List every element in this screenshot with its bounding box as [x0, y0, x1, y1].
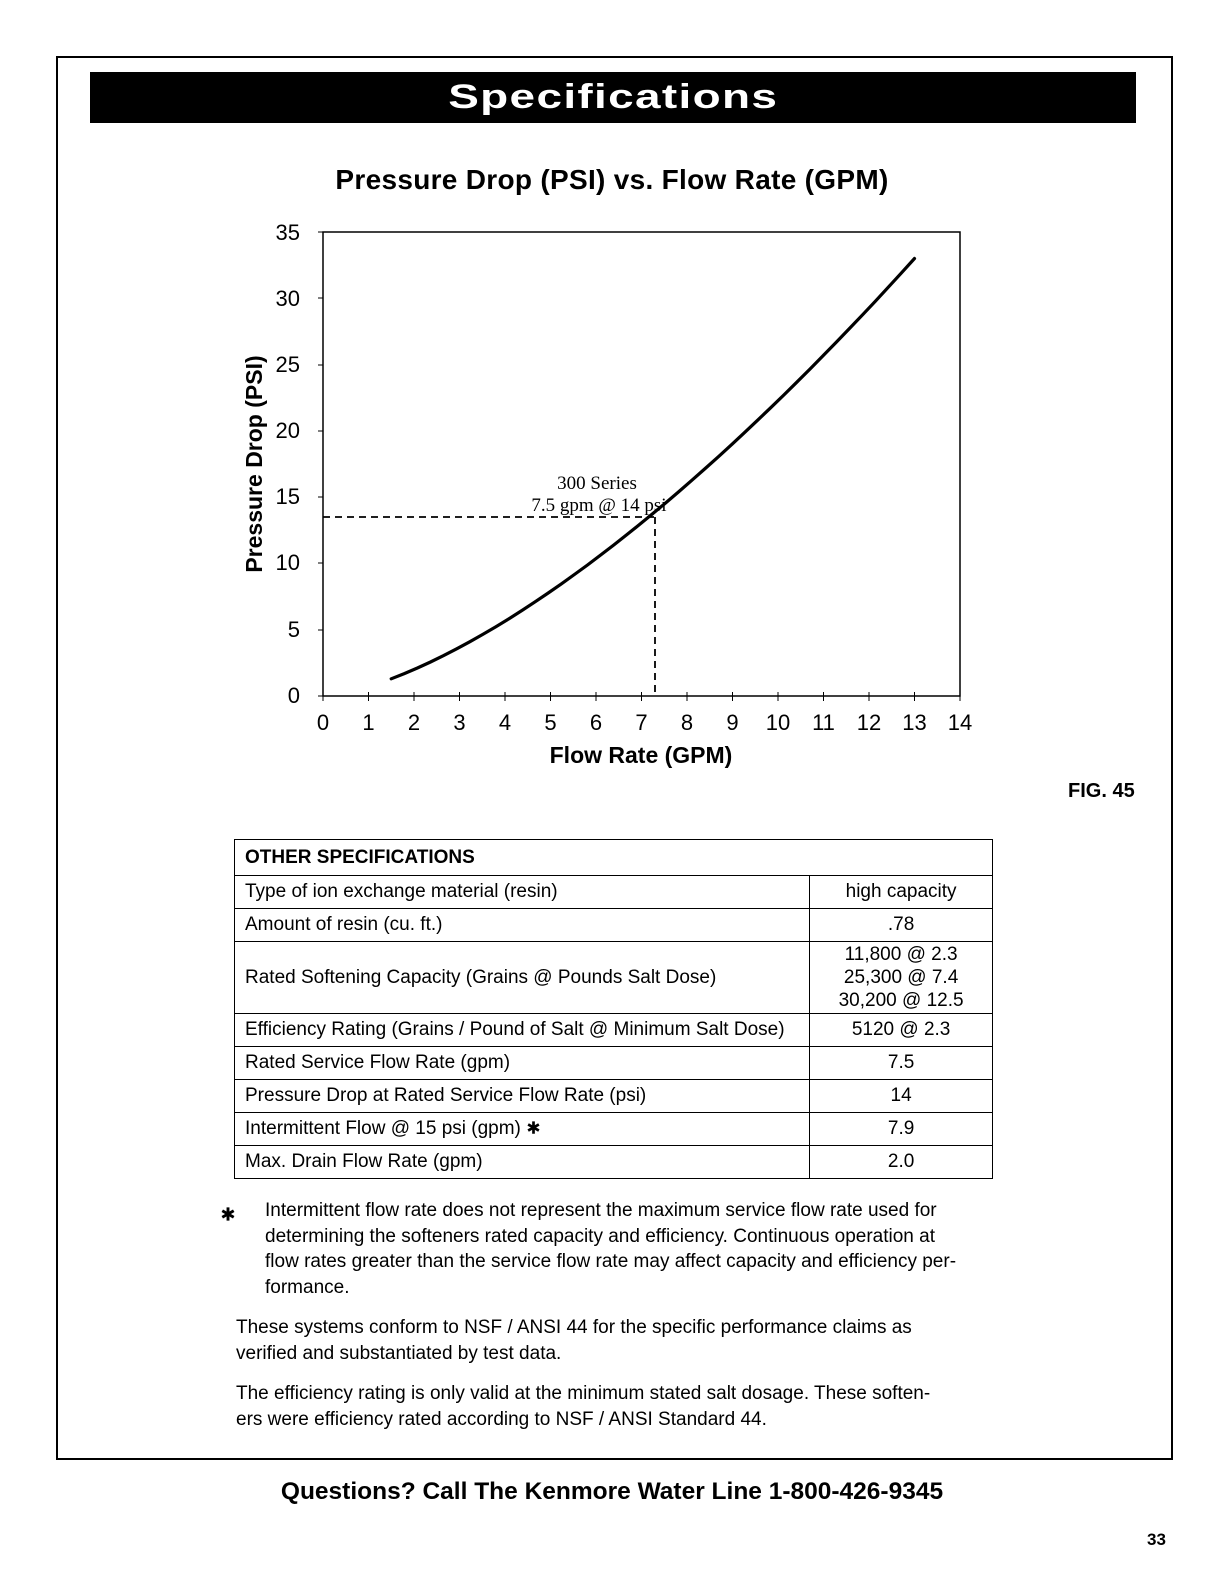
svg-text:30: 30	[276, 286, 300, 311]
svg-text:13: 13	[902, 710, 926, 735]
svg-text:FIG. 45: FIG. 45	[1068, 780, 1135, 802]
svg-text:Pressure Drop (PSI): Pressure Drop (PSI)	[241, 355, 267, 572]
svg-text:6: 6	[590, 710, 602, 735]
svg-text:0: 0	[317, 710, 329, 735]
svg-text:9: 9	[726, 710, 738, 735]
svg-text:Flow Rate (GPM): Flow Rate (GPM)	[550, 742, 733, 768]
svg-text:7.5 gpm @ 14 psi: 7.5 gpm @ 14 psi	[531, 495, 666, 516]
svg-text:0: 0	[288, 683, 300, 708]
svg-text:7: 7	[635, 710, 647, 735]
svg-text:10: 10	[276, 550, 300, 575]
svg-text:2: 2	[408, 710, 420, 735]
svg-text:8: 8	[681, 710, 693, 735]
svg-text:1: 1	[362, 710, 374, 735]
svg-text:5: 5	[544, 710, 556, 735]
svg-text:5: 5	[288, 617, 300, 642]
svg-text:12: 12	[857, 710, 881, 735]
svg-text:300 Series: 300 Series	[557, 473, 637, 494]
svg-text:25: 25	[276, 352, 300, 377]
svg-text:14: 14	[948, 710, 972, 735]
svg-text:15: 15	[276, 484, 300, 509]
svg-text:10: 10	[766, 710, 790, 735]
svg-text:35: 35	[276, 220, 300, 245]
svg-text:20: 20	[276, 418, 300, 443]
svg-text:11: 11	[812, 710, 835, 735]
svg-text:4: 4	[499, 710, 511, 735]
svg-text:3: 3	[453, 710, 465, 735]
